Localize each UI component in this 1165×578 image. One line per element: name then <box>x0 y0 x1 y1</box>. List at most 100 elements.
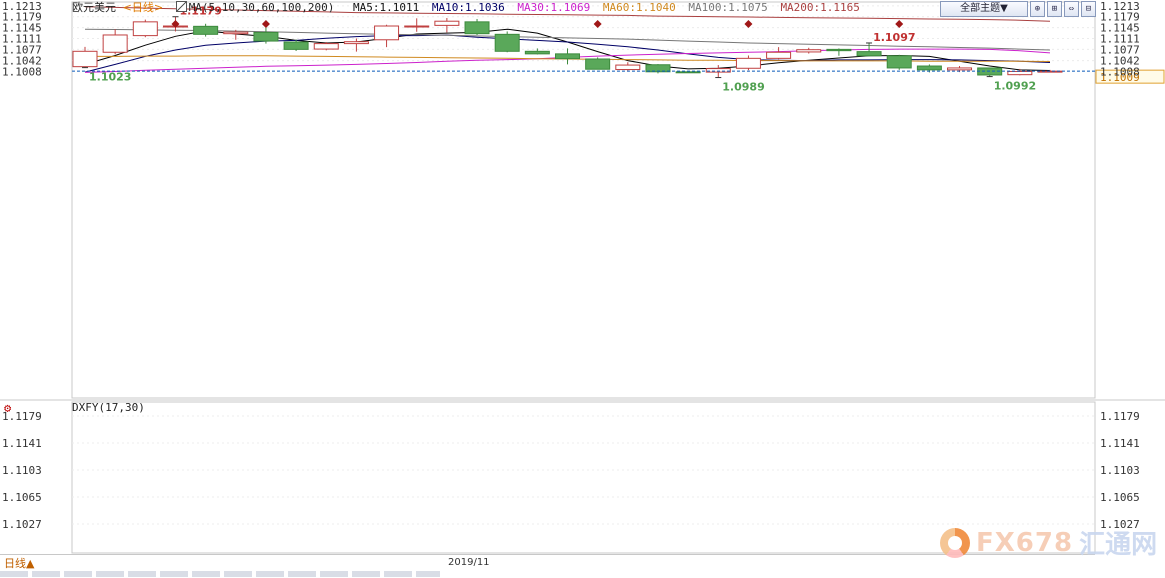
settings-gear-icon[interactable]: ⚙ <box>4 401 12 415</box>
candle-body <box>343 41 369 45</box>
candle <box>766 47 792 60</box>
candle-body <box>524 50 550 55</box>
candle-body <box>434 20 460 26</box>
candle-body <box>193 25 219 35</box>
candle-body <box>132 21 158 37</box>
candle <box>464 18 490 35</box>
candle <box>735 55 761 71</box>
watermark-text-a: FX678 <box>976 527 1074 558</box>
tab-strip[interactable] <box>0 571 440 577</box>
y-tick-label-right: 1.1179 <box>1100 11 1140 24</box>
candle <box>675 71 701 74</box>
candle-body <box>494 33 520 52</box>
candle <box>886 54 912 70</box>
candle-body <box>615 64 641 71</box>
candle <box>615 62 641 71</box>
candle <box>585 57 611 70</box>
current-price-box <box>1095 69 1165 84</box>
candle <box>223 29 249 40</box>
ma5-value: MA5:1.1011 <box>353 1 420 14</box>
ma10-value: MA10:1.1036 <box>431 1 505 14</box>
candle <box>72 46 98 68</box>
low-label: 1.1023 <box>89 71 131 84</box>
top-toolbar: 全部主题▼ ⊕ ⊞ ⇔ ⊟ <box>940 1 1096 17</box>
zoom-in-icon[interactable]: ⊕ <box>1030 1 1045 17</box>
indicator-tick-right: 1.1179 <box>1100 410 1140 423</box>
layout-icon[interactable]: ⊞ <box>1047 1 1062 17</box>
indicator-pane-frame <box>71 401 1096 554</box>
y-tick-label-right: 1.1008 <box>1100 65 1140 78</box>
low-label: 1.0992 <box>994 80 1036 93</box>
y-tick-label-left: 1.1213 <box>2 0 42 13</box>
candle <box>102 29 128 55</box>
candle <box>404 18 430 32</box>
zoom-out-icon[interactable]: ⊟ <box>1081 1 1096 17</box>
candle-body <box>374 25 400 41</box>
y-tick-label-right: 1.1111 <box>1100 32 1140 45</box>
y-tick-label-left: 1.1077 <box>2 43 42 56</box>
current-price-label: 1.1009 <box>1100 71 1140 84</box>
low-label: 1.0989 <box>722 81 764 94</box>
candle <box>343 38 369 52</box>
candle-body <box>223 31 249 35</box>
candle-body <box>404 25 430 28</box>
indicator-tick-right: 1.1027 <box>1100 518 1140 531</box>
candle-body <box>253 31 279 42</box>
theme-dropdown[interactable]: 全部主题▼ <box>940 1 1028 17</box>
y-tick-label-right: 1.1145 <box>1100 22 1140 35</box>
main-pane-frame <box>71 1 1096 399</box>
ma-line-ma100 <box>84 28 1051 51</box>
y-tick-label-left: 1.1145 <box>2 22 42 35</box>
symbol-name: 欧元美元 <box>72 1 116 14</box>
y-tick-label-left: 1.1042 <box>2 55 42 68</box>
candle-body <box>916 65 942 71</box>
indicator-tick-left: 1.1179 <box>2 410 42 423</box>
y-tick-label-left: 1.1179 <box>2 11 42 24</box>
watermark-text-b: 汇通网 <box>1079 530 1158 560</box>
event-marker-icon <box>744 20 753 28</box>
candle-body <box>464 21 490 35</box>
y-tick-label-left: 1.1111 <box>2 32 42 45</box>
candle <box>374 24 400 48</box>
candle <box>826 48 852 56</box>
expand-icon[interactable]: ⇔ <box>1064 1 1079 17</box>
date-axis-label: 2019/11 <box>448 557 490 568</box>
candle <box>856 42 882 57</box>
candle <box>796 47 822 54</box>
candle <box>132 19 158 38</box>
candle <box>524 48 550 55</box>
candle <box>193 23 219 37</box>
timeframe-label[interactable]: <日线> <box>122 1 164 14</box>
candle <box>645 64 671 74</box>
y-tick-label-right: 1.1042 <box>1100 55 1140 68</box>
y-tick-label-right: 1.1213 <box>1100 0 1140 13</box>
candle-body <box>645 64 671 73</box>
candle-body <box>675 71 701 74</box>
candle <box>977 67 1003 77</box>
candle <box>313 42 339 51</box>
candle-body <box>796 49 822 53</box>
candle-body <box>1007 70 1033 76</box>
ma30-value: MA30:1.1069 <box>517 1 591 14</box>
candle-body <box>555 53 580 60</box>
ma-line-ma200 <box>84 6 1051 22</box>
high-label: 1.1097 <box>873 31 915 44</box>
candle-body <box>102 34 128 53</box>
candle-body <box>856 51 882 57</box>
y-tick-label-left: 1.1008 <box>2 65 42 78</box>
indicator-tick-left: 1.1065 <box>2 491 42 504</box>
indicator-tick-left: 1.1103 <box>2 464 42 477</box>
indicator-tick-left: 1.1141 <box>2 437 42 450</box>
period-tab[interactable]: 日线▲ <box>4 557 35 570</box>
indicator-tick-left: 1.1027 <box>2 518 42 531</box>
candle-body <box>283 41 309 50</box>
candle-body <box>947 67 973 71</box>
candle-body <box>72 50 98 68</box>
high-label: 1.1179 <box>179 5 221 18</box>
watermark: FX678 汇通网 <box>940 524 1157 561</box>
indicator-label: DXFY(17,30) <box>72 401 145 414</box>
event-marker-icon <box>593 20 602 28</box>
candle-body <box>735 57 761 69</box>
fx678-logo-icon <box>940 527 970 558</box>
